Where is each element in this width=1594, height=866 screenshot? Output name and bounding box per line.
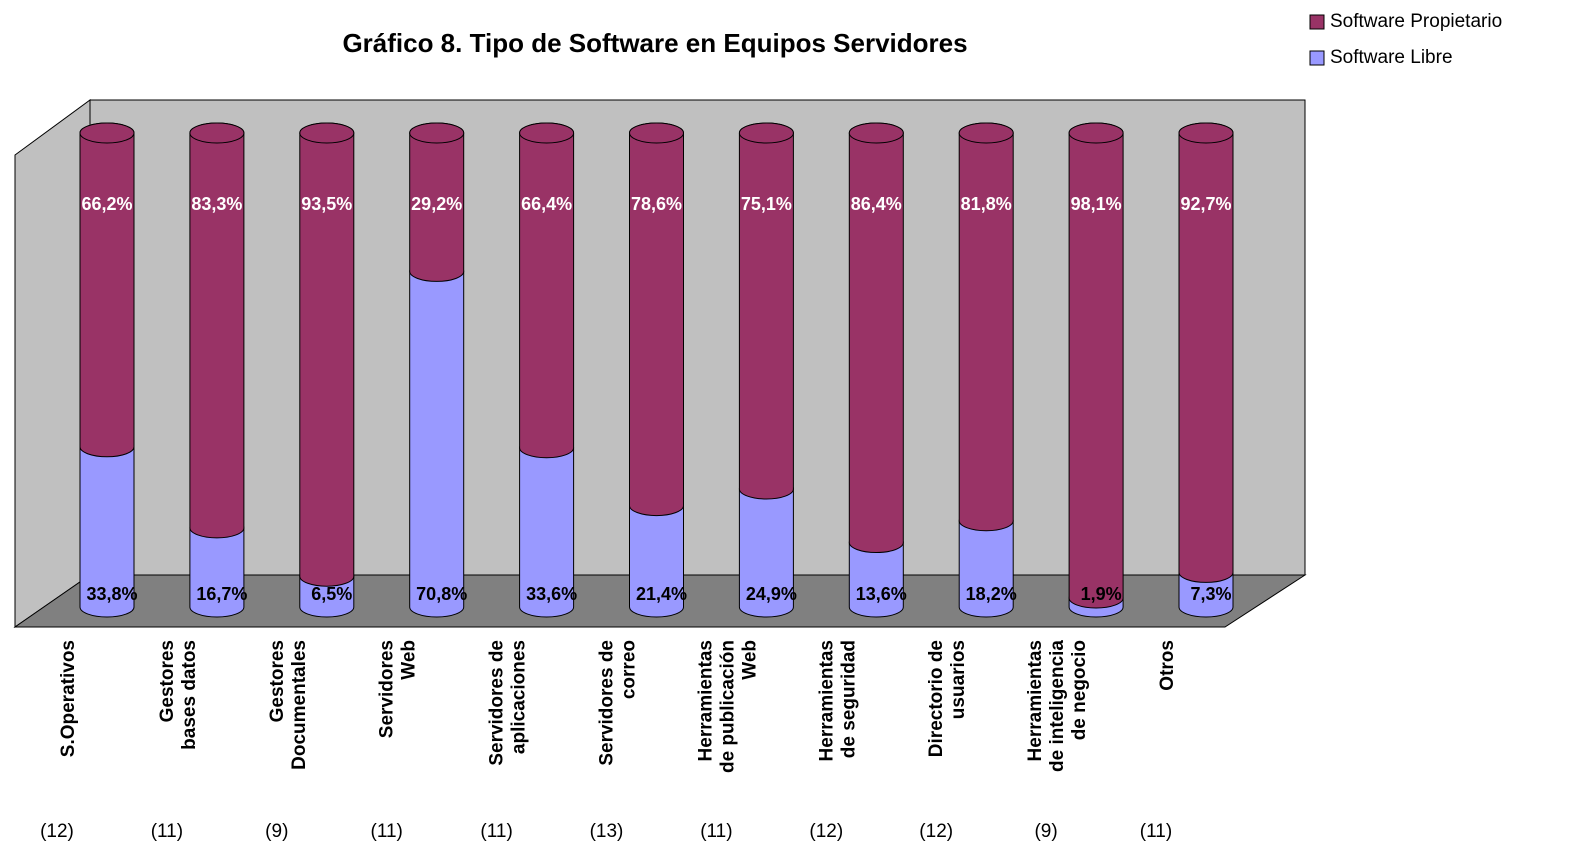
data-label: 98,1% xyxy=(1071,194,1122,214)
cylinder-segment xyxy=(629,122,684,517)
x-tick-label: Herramientasde seguridad xyxy=(816,640,859,761)
cylinder-top xyxy=(409,122,465,144)
data-label: 92,7% xyxy=(1180,194,1231,214)
data-label: 93,5% xyxy=(301,194,352,214)
x-tick-label: ServidoresWeb xyxy=(377,640,420,738)
data-label: 83,3% xyxy=(191,194,242,214)
cylinder-segment xyxy=(189,122,245,539)
category-count: (11) xyxy=(371,821,403,842)
category-count: (12) xyxy=(919,821,953,842)
x-tick-label: S.Operativos xyxy=(58,640,79,757)
cylinder-top xyxy=(79,122,135,144)
x-tick-label: Gestoresbases datos xyxy=(157,640,200,750)
cylinder-top xyxy=(848,122,904,144)
data-label: 24,9% xyxy=(746,584,797,604)
category-count: (12) xyxy=(40,821,74,842)
x-tick-label: Servidores decorreo xyxy=(597,640,640,766)
data-label: 70,8% xyxy=(416,584,467,604)
data-label: 75,1% xyxy=(741,194,792,214)
data-label: 81,8% xyxy=(961,194,1012,214)
data-label: 21,4% xyxy=(636,584,687,604)
left-wall xyxy=(14,99,91,628)
category-count: (9) xyxy=(1034,821,1057,842)
cylinder-top xyxy=(189,122,245,144)
cylinder-segment xyxy=(848,122,904,554)
category-count: (11) xyxy=(480,821,512,842)
cylinder-segment xyxy=(738,122,794,500)
data-label: 16,7% xyxy=(196,584,247,604)
cylinder-top xyxy=(519,122,575,144)
data-label: 33,6% xyxy=(526,584,577,604)
data-label: 78,6% xyxy=(631,194,682,214)
category-count: (13) xyxy=(590,821,624,842)
category-count: (11) xyxy=(151,821,183,842)
cylinder-top xyxy=(958,122,1014,144)
cylinder-top xyxy=(629,122,684,144)
cylinder-top xyxy=(1178,122,1234,144)
cylinder-segment xyxy=(1178,122,1234,583)
cylinder-segment xyxy=(958,122,1014,532)
cylinder-segment xyxy=(79,122,135,458)
data-label: 66,4% xyxy=(521,194,572,214)
x-tick-label: Herramientasde inteligenciade negocio xyxy=(1025,640,1090,772)
cylinder-segment xyxy=(299,122,355,587)
data-label: 66,2% xyxy=(81,194,132,214)
data-label: 13,6% xyxy=(856,584,907,604)
category-count: (11) xyxy=(700,821,732,842)
x-tick-label: Directorio deusuarios xyxy=(926,640,969,757)
data-label: 86,4% xyxy=(851,194,902,214)
data-label: 6,5% xyxy=(311,584,352,604)
data-label: 33,8% xyxy=(86,584,137,604)
legend-label: Software Propietario xyxy=(1330,11,1502,32)
x-tick-label: GestoresDocumentales xyxy=(267,640,310,770)
legend-swatch xyxy=(1309,14,1325,30)
cylinder-top xyxy=(738,122,794,144)
category-count: (11) xyxy=(1140,821,1172,842)
data-label: 1,9% xyxy=(1081,584,1122,604)
cylinder-segment xyxy=(519,122,575,459)
cylinder-top xyxy=(299,122,355,144)
legend-swatch xyxy=(1309,50,1325,66)
chart-title: Gráfico 8. Tipo de Software en Equipos S… xyxy=(342,28,967,58)
x-tick-label: Servidores deaplicaciones xyxy=(487,640,530,766)
x-tick-label: Herramientasde publicaciónWeb xyxy=(695,640,760,773)
cylinder-top xyxy=(1068,122,1124,144)
legend-label: Software Libre xyxy=(1330,47,1453,68)
x-tick-label: Otros xyxy=(1157,640,1178,691)
data-label: 7,3% xyxy=(1190,584,1231,604)
category-count: (9) xyxy=(265,821,288,842)
data-label: 18,2% xyxy=(966,584,1017,604)
cylinder-segment xyxy=(409,260,465,618)
category-count: (12) xyxy=(809,821,843,842)
data-label: 29,2% xyxy=(411,194,462,214)
